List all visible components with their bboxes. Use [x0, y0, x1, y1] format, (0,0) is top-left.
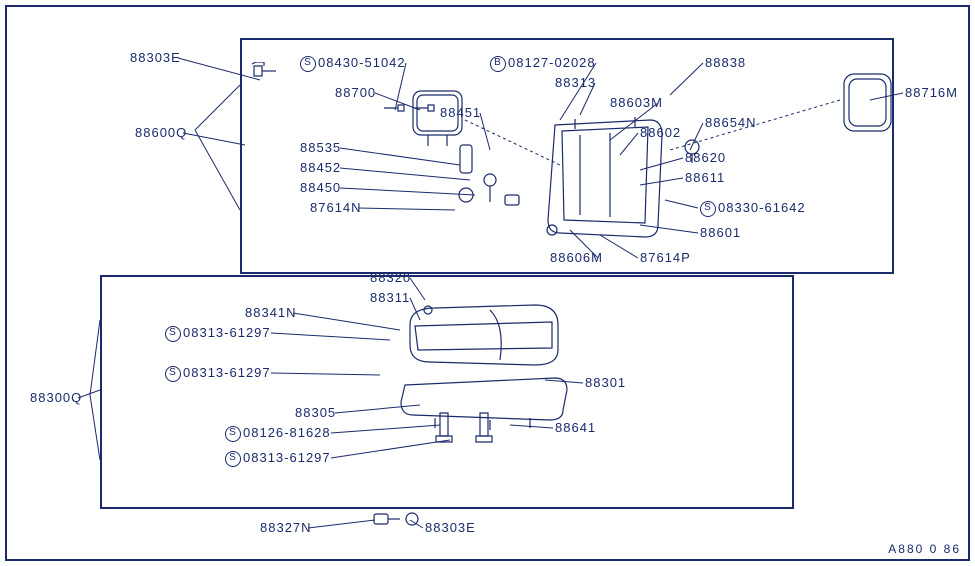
callout-text: 88601	[700, 225, 741, 240]
callout-text: 88535	[300, 140, 341, 155]
callout-s0831361297b: S08313-61297	[165, 365, 271, 382]
callout-text: 88303E	[425, 520, 476, 535]
callout-text: 88303E	[130, 50, 181, 65]
symbol-icon: S	[300, 56, 316, 72]
symbol-icon: S	[700, 201, 716, 217]
callout-88602: 88602	[640, 125, 681, 140]
callout-88606M: 88606M	[550, 250, 603, 265]
callout-88535: 88535	[300, 140, 341, 155]
callout-88620: 88620	[685, 150, 726, 165]
callout-88601: 88601	[700, 225, 741, 240]
callout-88603M: 88603M	[610, 95, 663, 110]
callout-87614N: 87614N	[310, 200, 362, 215]
callout-88313: 88313	[555, 75, 596, 90]
bottom-fastener-art	[372, 510, 422, 530]
callout-88600Q: 88600Q	[135, 125, 187, 140]
callout-text: 88611	[685, 170, 725, 185]
callout-text: 88641	[555, 420, 596, 435]
callout-text: 88313	[555, 75, 596, 90]
callout-text: 88606M	[550, 250, 603, 265]
symbol-icon: S	[225, 451, 241, 467]
callout-88305: 88305	[295, 405, 336, 420]
callout-88341N: 88341N	[245, 305, 297, 320]
callout-text: 88341N	[245, 305, 297, 320]
callout-88838: 88838	[705, 55, 746, 70]
callout-text: 08330-61642	[718, 200, 806, 215]
callout-text: 88452	[300, 160, 341, 175]
callout-s0833061642: S08330-61642	[700, 200, 806, 217]
callout-s0843051042: S08430-51042	[300, 55, 406, 72]
callout-text: 08313-61297	[183, 365, 271, 380]
callout-88303E_bot: 88303E	[425, 520, 476, 535]
bottom-bolts-art	[430, 408, 520, 448]
callout-88450: 88450	[300, 180, 341, 195]
callout-text: 88620	[685, 150, 726, 165]
drawing-id: A880 0 86	[888, 542, 961, 556]
callout-s0831361297a: S08313-61297	[165, 325, 271, 342]
callout-text: 88716M	[905, 85, 958, 100]
callout-88320: 88320	[370, 270, 411, 285]
callout-text: 87614P	[640, 250, 691, 265]
symbol-icon: S	[165, 366, 181, 382]
callout-text: 88603M	[610, 95, 663, 110]
callout-text: 88602	[640, 125, 681, 140]
callout-text: 88451	[440, 105, 481, 120]
callout-text: 87614N	[310, 200, 362, 215]
callout-88451: 88451	[440, 105, 481, 120]
callout-text: 88320	[370, 270, 411, 285]
callout-text: 08430-51042	[318, 55, 406, 70]
callout-88452: 88452	[300, 160, 341, 175]
callout-text: 88600Q	[135, 125, 187, 140]
top-bolt-art	[250, 62, 280, 84]
symbol-icon: S	[165, 326, 181, 342]
callout-88716M: 88716M	[905, 85, 958, 100]
callout-text: 88300Q	[30, 390, 82, 405]
callout-text: 88305	[295, 405, 336, 420]
callout-88611: 88611	[685, 170, 725, 185]
callout-88641: 88641	[555, 420, 596, 435]
callout-88300Q: 88300Q	[30, 390, 82, 405]
callout-text: 88301	[585, 375, 626, 390]
callout-text: 08126-81628	[243, 425, 331, 440]
callout-text: 88700	[335, 85, 376, 100]
callout-88311: 88311	[370, 290, 410, 305]
callout-s0831361297c: S08313-61297	[225, 450, 331, 467]
callout-87614P: 87614P	[640, 250, 691, 265]
callout-88654N: 88654N	[705, 115, 757, 130]
callout-text: 88311	[370, 290, 410, 305]
callout-text: 08313-61297	[183, 325, 271, 340]
diagram-canvas: A880 0 86 88303ES08430-51042B08127-02028…	[0, 0, 975, 566]
callout-text: 88327N	[260, 520, 312, 535]
callout-s0812681628: S08126-81628	[225, 425, 331, 442]
callout-88303E_top: 88303E	[130, 50, 181, 65]
callout-text: 08313-61297	[243, 450, 331, 465]
callout-text: 88654N	[705, 115, 757, 130]
callout-text: 88838	[705, 55, 746, 70]
symbol-icon: S	[225, 426, 241, 442]
symbol-icon: B	[490, 56, 506, 72]
side-panel-art	[840, 70, 895, 135]
misc-back-art	[455, 140, 535, 220]
callout-text: 88450	[300, 180, 341, 195]
callout-88700: 88700	[335, 85, 376, 100]
callout-b0812702028: B08127-02028	[490, 55, 596, 72]
callout-text: 08127-02028	[508, 55, 596, 70]
cushion-top-art	[400, 300, 565, 370]
callout-88327N: 88327N	[260, 520, 312, 535]
callout-88301: 88301	[585, 375, 626, 390]
